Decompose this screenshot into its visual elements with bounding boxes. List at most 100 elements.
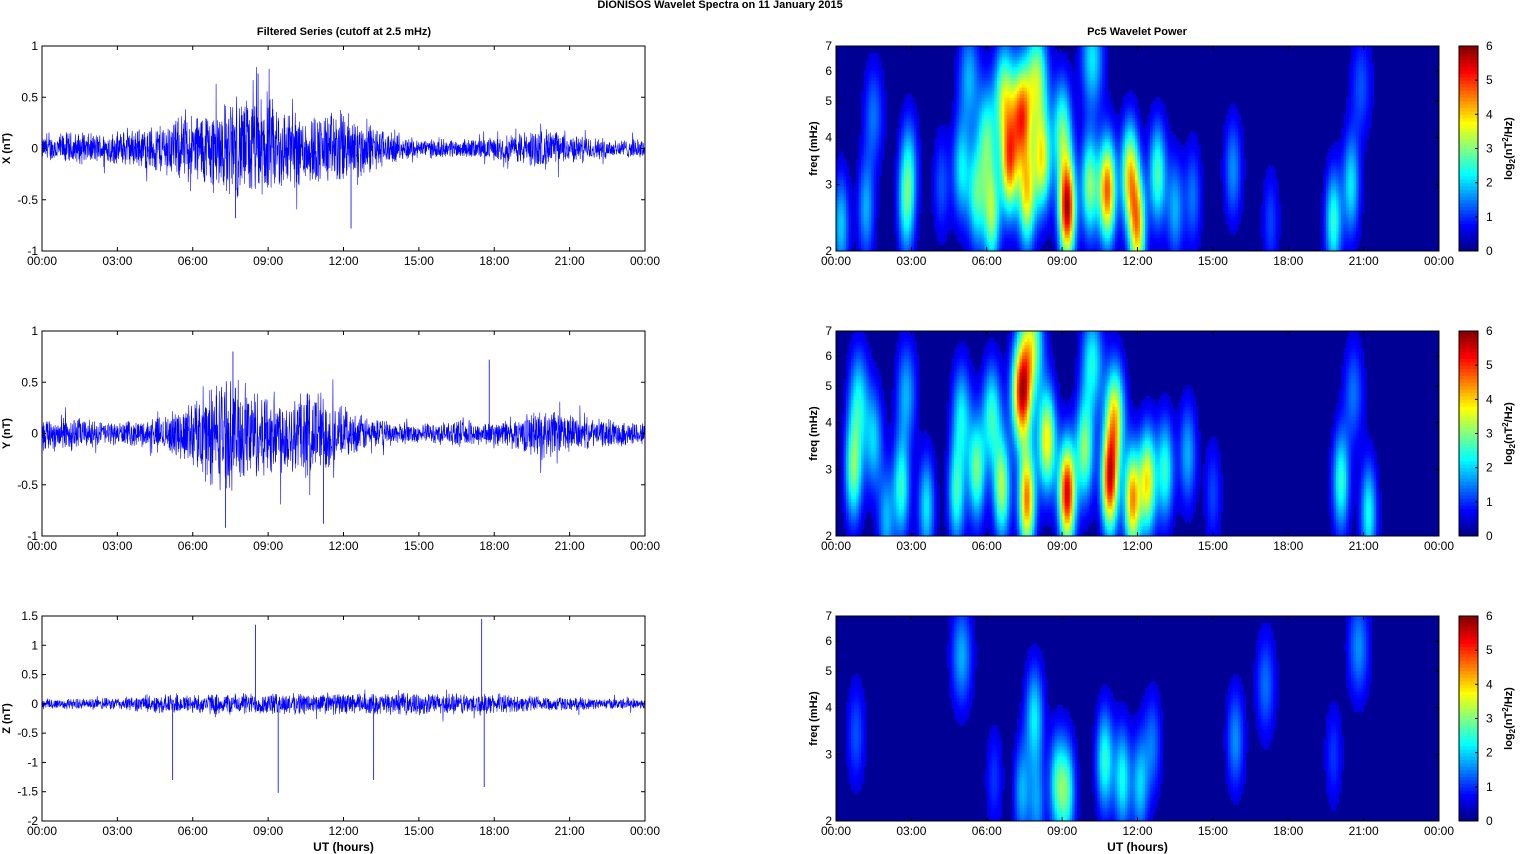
heatmap-cell	[999, 247, 1003, 251]
heatmap-cell	[991, 247, 995, 251]
heatmap-cell	[1177, 227, 1181, 232]
heatmap-cell	[1014, 169, 1018, 174]
heatmap-cell	[856, 162, 860, 167]
heatmap-cell	[1278, 206, 1282, 211]
heatmap-cell	[1341, 206, 1345, 211]
heatmap-cell	[858, 237, 862, 242]
heatmap-cell	[1268, 179, 1272, 184]
heatmap-cell	[989, 165, 993, 170]
heatmap-cell	[1072, 175, 1076, 180]
x-tick-label: 00:00	[27, 824, 57, 838]
heatmap-cell	[1333, 227, 1337, 232]
heatmap-cell	[1177, 203, 1181, 208]
heatmap-cell	[1346, 210, 1350, 215]
heatmap-cell	[1001, 213, 1005, 218]
heatmap-cell	[1082, 182, 1086, 187]
heatmap-cell	[1346, 223, 1350, 228]
heatmap-cell	[1107, 182, 1111, 187]
heatmap-cell	[1232, 206, 1237, 211]
heatmap-cell	[986, 227, 990, 232]
heatmap-cell	[1225, 210, 1229, 215]
heatmap-cell	[996, 172, 1000, 177]
heatmap-cell	[1026, 237, 1031, 242]
heatmap-cell	[1074, 148, 1078, 153]
heatmap-cell	[1011, 192, 1015, 197]
heatmap-cell	[1026, 179, 1031, 184]
heatmap-cell	[1069, 223, 1073, 228]
heatmap-cell	[981, 216, 985, 221]
heatmap-cell	[1175, 179, 1179, 184]
heatmap-cell	[959, 169, 963, 174]
heatmap-cell	[1185, 186, 1189, 191]
heatmap-cell	[1222, 206, 1227, 211]
heatmap-cell	[1155, 165, 1159, 170]
heatmap-cell	[1016, 162, 1021, 167]
y-tick-label: -1	[27, 529, 38, 543]
heatmap-cell	[1275, 244, 1279, 249]
heatmap-cell	[908, 233, 912, 238]
heatmap-cell	[961, 175, 965, 180]
heatmap-cell	[1152, 227, 1156, 232]
heatmap-cell	[1011, 179, 1015, 184]
heatmap-cell	[1029, 162, 1033, 167]
heatmap-cell	[1341, 169, 1345, 174]
heatmap-cell	[1112, 151, 1116, 156]
heatmap-cell	[1087, 206, 1091, 211]
heatmap-cell	[1240, 206, 1244, 211]
heatmap-cell	[1335, 172, 1340, 177]
heatmap-cell	[1172, 244, 1176, 249]
heatmap-cell	[1361, 148, 1365, 153]
heatmap-cell	[1082, 203, 1086, 208]
heatmap-cell	[1057, 220, 1061, 225]
heatmap-cell	[1001, 199, 1005, 204]
heatmap-cell	[893, 223, 897, 228]
heatmap-cell	[866, 240, 870, 245]
heatmap-cell	[1134, 233, 1139, 238]
heatmap-cell	[1009, 145, 1013, 150]
heatmap-cell	[1009, 210, 1013, 215]
heatmap-cell	[896, 213, 900, 218]
heatmap-cell	[1177, 237, 1181, 242]
heatmap-cell	[1343, 165, 1347, 170]
heatmap-cell	[1338, 216, 1342, 221]
heatmap-cell	[1129, 227, 1134, 232]
heatmap-cell	[1074, 199, 1078, 204]
heatmap-cell	[1127, 233, 1131, 238]
heatmap-cell	[1341, 237, 1345, 242]
heatmap-cell	[916, 175, 920, 180]
heatmap-cell	[1180, 179, 1184, 184]
heatmap-cell	[1077, 213, 1081, 218]
heatmap-cell	[981, 165, 985, 170]
heatmap-cell	[1353, 203, 1357, 208]
heatmap-cell	[1019, 227, 1023, 232]
heatmap-cell	[949, 165, 953, 170]
heatmap-cell	[1147, 213, 1151, 218]
heatmap-cell	[996, 216, 1000, 221]
heatmap-cell	[1026, 186, 1031, 191]
heatmap-cell	[996, 220, 1000, 225]
heatmap-cell	[916, 151, 920, 156]
heatmap-cell	[1109, 165, 1113, 170]
heatmap-cell	[1039, 237, 1043, 242]
heatmap-cell	[1089, 210, 1093, 215]
heatmap-cell	[901, 162, 905, 167]
heatmap-cell	[1240, 203, 1244, 208]
heatmap-cell	[1137, 158, 1141, 163]
heatmap-cell	[1356, 165, 1360, 170]
heatmap-cell	[1079, 199, 1083, 204]
heatmap-cell	[863, 192, 867, 197]
heatmap-cell	[1145, 223, 1149, 228]
heatmap-cell	[908, 148, 912, 153]
heatmap-cell	[979, 244, 983, 249]
heatmap-cell	[1114, 186, 1118, 191]
heatmap-cell	[1240, 165, 1244, 170]
heatmap-cell	[843, 247, 847, 251]
heatmap-cell	[981, 199, 985, 204]
heatmap-cell	[1109, 223, 1113, 228]
heatmap-cell	[843, 192, 847, 197]
heatmap-cell	[1160, 182, 1164, 187]
heatmap-cell	[851, 220, 855, 225]
heatmap-cell	[944, 182, 948, 187]
heatmap-cell	[969, 155, 973, 160]
heatmap-cell	[1119, 189, 1124, 194]
